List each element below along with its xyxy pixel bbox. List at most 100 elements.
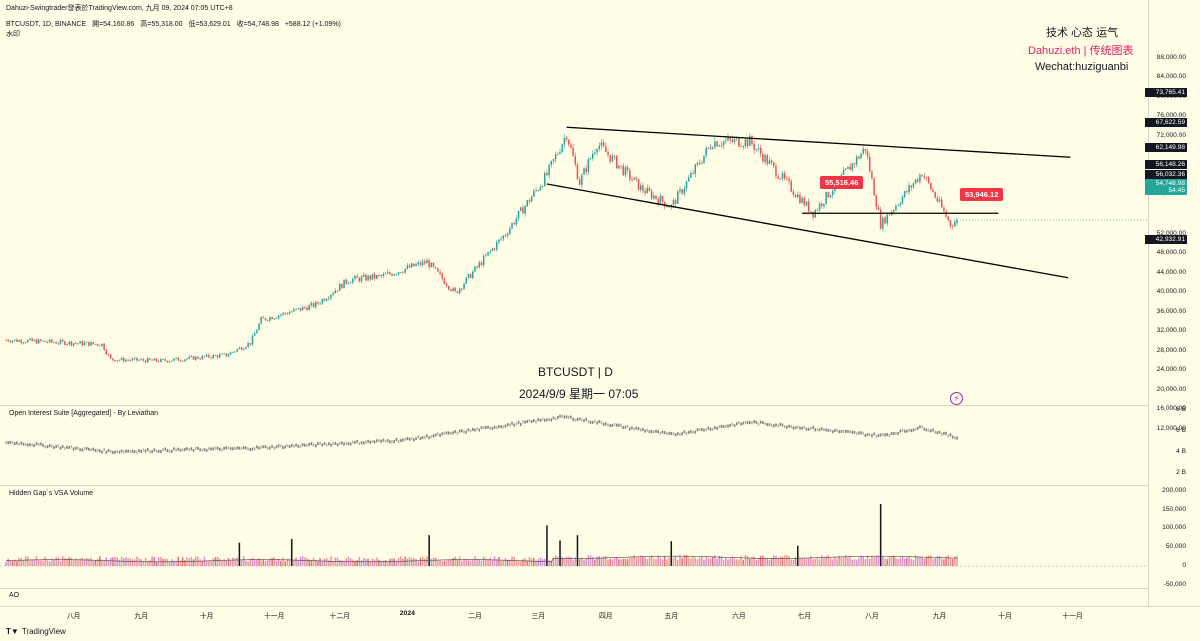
candle bbox=[338, 283, 341, 291]
volume-bar bbox=[535, 560, 537, 566]
oi-bar bbox=[112, 450, 114, 454]
candle bbox=[371, 274, 374, 280]
candle bbox=[323, 299, 326, 301]
oi-bar bbox=[851, 430, 854, 434]
oi-bar bbox=[609, 424, 611, 428]
candle bbox=[685, 181, 688, 189]
volume-bar bbox=[177, 556, 180, 566]
price-tag-55516[interactable]: 55,516.46 bbox=[820, 176, 864, 189]
oi-bar bbox=[70, 445, 73, 449]
candle bbox=[310, 303, 313, 306]
candle bbox=[801, 197, 803, 203]
candle bbox=[90, 342, 92, 346]
oi-bar bbox=[626, 424, 629, 428]
oi-bar bbox=[349, 442, 352, 446]
volume-bar bbox=[456, 559, 459, 566]
oi-bar bbox=[871, 434, 873, 438]
oi-bar bbox=[868, 433, 871, 437]
volume-bar bbox=[522, 559, 524, 566]
volume-bar bbox=[871, 555, 873, 566]
candle bbox=[421, 261, 424, 266]
oi-bar bbox=[367, 439, 369, 443]
volume-bar bbox=[781, 556, 784, 566]
oi-bar bbox=[94, 448, 97, 452]
candle bbox=[408, 265, 411, 268]
volume-bar bbox=[369, 561, 372, 566]
volume-bar bbox=[345, 558, 348, 566]
oi-bar bbox=[297, 444, 300, 448]
volume-bar bbox=[304, 557, 306, 566]
volume-bar bbox=[16, 561, 18, 566]
oi-bar bbox=[683, 430, 686, 434]
oi-bar bbox=[890, 432, 893, 436]
oi-bar bbox=[707, 426, 710, 430]
oi-bar bbox=[480, 426, 483, 430]
price-tag-53946[interactable]: 53,946.12 bbox=[960, 188, 1004, 201]
candle bbox=[788, 178, 790, 182]
candle bbox=[578, 179, 581, 185]
volume-bar bbox=[218, 558, 221, 566]
oi-bar bbox=[358, 442, 361, 446]
oi-bar bbox=[188, 448, 190, 452]
price-tick-13: 28,000.00 bbox=[1156, 346, 1186, 354]
candle bbox=[225, 353, 228, 357]
oi-bar bbox=[251, 447, 254, 451]
volume-bar bbox=[417, 561, 420, 566]
lightning-icon[interactable]: ⚡ bbox=[950, 392, 963, 405]
volume-bar bbox=[164, 558, 166, 566]
candle bbox=[746, 139, 749, 146]
volume-bar bbox=[672, 557, 675, 566]
footer-brand[interactable]: T▼ TradingView bbox=[6, 627, 66, 636]
oi-bar bbox=[18, 442, 20, 446]
volume-bar bbox=[328, 560, 330, 566]
candle bbox=[738, 138, 740, 147]
volume-bar bbox=[349, 558, 352, 566]
oi-bar bbox=[694, 430, 697, 434]
volume-bar bbox=[384, 560, 387, 566]
volume-bar bbox=[155, 561, 158, 566]
candle bbox=[168, 361, 171, 363]
oi-bar bbox=[79, 448, 81, 452]
candle bbox=[690, 172, 692, 178]
oi-bar bbox=[395, 438, 398, 442]
volume-bar bbox=[448, 559, 450, 566]
volume-bar bbox=[42, 560, 44, 566]
volume-bar bbox=[642, 556, 644, 566]
volume-bar bbox=[921, 557, 923, 566]
candle bbox=[653, 195, 655, 199]
candle bbox=[511, 223, 513, 229]
candle bbox=[851, 163, 854, 171]
volume-bar bbox=[746, 555, 749, 566]
volume-bar bbox=[934, 558, 936, 566]
candle bbox=[646, 187, 649, 194]
oi-bar bbox=[491, 426, 494, 430]
candle bbox=[103, 343, 105, 350]
volume-bar bbox=[201, 561, 204, 566]
volume-bar bbox=[607, 559, 609, 566]
candle bbox=[234, 351, 236, 353]
oi-bar bbox=[696, 428, 699, 432]
vol-tick-5: -50,000 bbox=[1163, 580, 1186, 588]
price-tick-11: 36,000.00 bbox=[1156, 307, 1186, 315]
candle bbox=[380, 275, 382, 276]
symbol-line[interactable]: BTCUSDT, 1D, BINANCE bbox=[6, 21, 87, 28]
volume-bar bbox=[31, 559, 33, 566]
oi-bar bbox=[882, 433, 884, 437]
candle bbox=[271, 317, 273, 320]
candle bbox=[825, 192, 827, 204]
oi-bar bbox=[417, 435, 420, 439]
volume-bar bbox=[35, 556, 38, 566]
volume-bar bbox=[827, 554, 830, 566]
oi-bar bbox=[260, 445, 262, 449]
volume-bar bbox=[602, 556, 605, 566]
volume-bar bbox=[92, 561, 95, 566]
oi-bar bbox=[186, 447, 188, 451]
oi-bar bbox=[197, 446, 199, 450]
candle bbox=[212, 355, 214, 359]
volume-bar bbox=[951, 558, 954, 566]
volume-bar bbox=[583, 559, 585, 566]
oi-bar bbox=[578, 417, 581, 421]
candle bbox=[216, 355, 219, 358]
candle bbox=[127, 359, 129, 361]
